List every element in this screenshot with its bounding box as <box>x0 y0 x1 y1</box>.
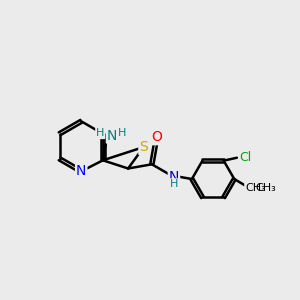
Text: CH₃: CH₃ <box>255 183 276 193</box>
Text: Cl: Cl <box>239 151 251 164</box>
Text: H: H <box>170 179 178 189</box>
Text: N: N <box>107 129 117 142</box>
Text: N: N <box>76 164 86 178</box>
Text: S: S <box>139 140 148 154</box>
Text: H: H <box>118 128 126 138</box>
Text: H: H <box>96 128 104 138</box>
Text: CH₃: CH₃ <box>245 183 266 193</box>
Text: O: O <box>152 130 163 144</box>
Text: N: N <box>169 170 179 184</box>
